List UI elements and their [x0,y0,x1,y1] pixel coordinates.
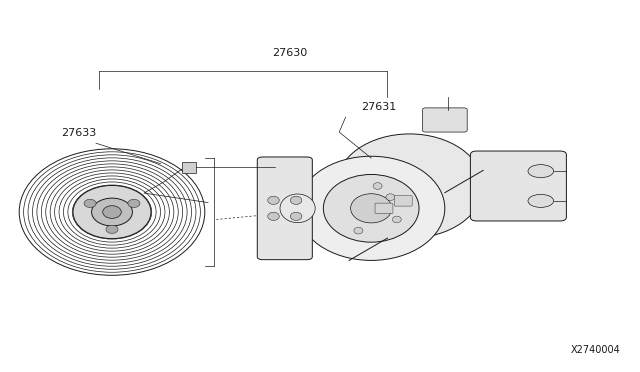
Ellipse shape [386,194,395,201]
Ellipse shape [268,196,279,204]
Ellipse shape [354,227,363,234]
Ellipse shape [528,164,554,177]
FancyBboxPatch shape [272,202,298,214]
FancyBboxPatch shape [257,157,312,260]
Ellipse shape [92,198,132,226]
FancyBboxPatch shape [182,162,196,173]
FancyBboxPatch shape [394,196,412,206]
Text: 27631: 27631 [362,102,397,112]
Ellipse shape [291,212,302,221]
Ellipse shape [298,156,445,260]
Ellipse shape [373,183,382,189]
Ellipse shape [291,196,302,204]
Ellipse shape [128,199,140,208]
Ellipse shape [84,199,96,208]
Text: X2740004: X2740004 [571,345,621,355]
Ellipse shape [102,206,122,218]
Ellipse shape [336,134,483,238]
Ellipse shape [528,195,554,208]
FancyBboxPatch shape [470,151,566,221]
FancyBboxPatch shape [375,203,393,214]
Ellipse shape [323,174,419,242]
Text: 27630: 27630 [272,48,308,58]
Text: 27633: 27633 [61,128,96,138]
Ellipse shape [73,186,151,238]
Ellipse shape [351,194,392,223]
Ellipse shape [267,202,277,214]
FancyBboxPatch shape [422,108,467,132]
Ellipse shape [268,212,279,221]
Ellipse shape [106,225,118,233]
Ellipse shape [392,216,401,223]
Ellipse shape [280,194,315,222]
